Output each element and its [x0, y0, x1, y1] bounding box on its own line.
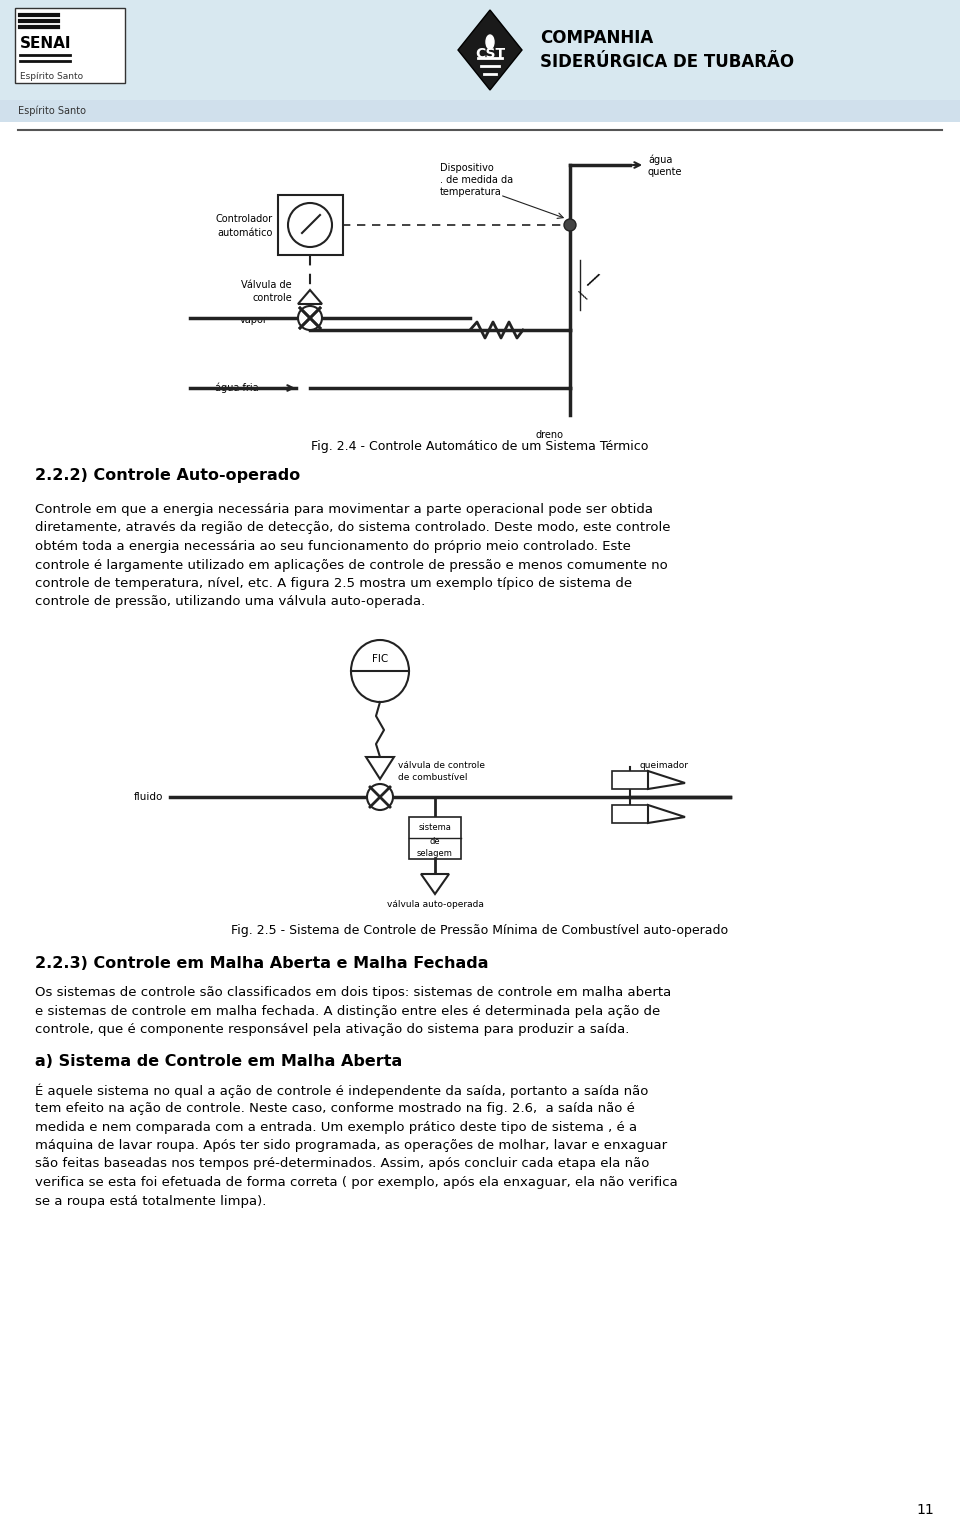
Text: dreno: dreno — [536, 431, 564, 440]
Text: temperatura: temperatura — [440, 188, 502, 197]
Text: válvula auto-operada: válvula auto-operada — [387, 900, 484, 909]
Bar — [278, 195, 343, 255]
Polygon shape — [366, 757, 394, 780]
Circle shape — [288, 203, 332, 248]
Text: Válvula de: Válvula de — [241, 280, 292, 291]
Circle shape — [298, 306, 322, 331]
Text: diretamente, através da região de detecção, do sistema controlado. Deste modo, e: diretamente, através da região de detecç… — [35, 521, 670, 535]
Bar — [0, 0, 960, 100]
Polygon shape — [458, 11, 522, 91]
Text: se a roupa está totalmente limpa).: se a roupa está totalmente limpa). — [35, 1195, 266, 1207]
Polygon shape — [648, 771, 685, 789]
Text: Controlador: Controlador — [216, 214, 273, 225]
Text: controle, que é componente responsável pela ativação do sistema para produzir a : controle, que é componente responsável p… — [35, 1023, 630, 1037]
Text: são feitas baseadas nos tempos pré-determinados. Assim, após concluir cada etapa: são feitas baseadas nos tempos pré-deter… — [35, 1158, 649, 1170]
Text: de combustível: de combustível — [398, 772, 468, 781]
Text: controle é largamente utilizado em aplicações de controle de pressão e menos com: controle é largamente utilizado em aplic… — [35, 558, 668, 572]
Text: vapor: vapor — [240, 315, 268, 325]
Text: fluido: fluido — [133, 792, 163, 801]
Text: máquina de lavar roupa. Após ter sido programada, as operações de molhar, lavar : máquina de lavar roupa. Após ter sido pr… — [35, 1140, 667, 1152]
Text: controle de temperatura, nível, etc. A figura 2.5 mostra um exemplo típico de si: controle de temperatura, nível, etc. A f… — [35, 577, 632, 591]
Bar — [612, 771, 648, 789]
Text: 2.2.3) Controle em Malha Aberta e Malha Fechada: 2.2.3) Controle em Malha Aberta e Malha … — [35, 957, 489, 970]
Text: 2.2.2) Controle Auto-operado: 2.2.2) Controle Auto-operado — [35, 468, 300, 483]
Text: Os sistemas de controle são classificados em dois tipos: sistemas de controle em: Os sistemas de controle são classificado… — [35, 986, 671, 1000]
Text: Dispositivo: Dispositivo — [440, 163, 493, 172]
Text: Espírito Santo: Espírito Santo — [18, 106, 86, 117]
Text: automático: automático — [218, 228, 273, 238]
Circle shape — [367, 784, 393, 811]
Text: tem efeito na ação de controle. Neste caso, conforme mostrado na fig. 2.6,  a sa: tem efeito na ação de controle. Neste ca… — [35, 1103, 635, 1115]
Text: e sistemas de controle em malha fechada. A distinção entre eles é determinada pe: e sistemas de controle em malha fechada.… — [35, 1004, 660, 1018]
Text: sistema: sistema — [419, 823, 451, 832]
Text: válvula de controle: válvula de controle — [398, 760, 485, 769]
Polygon shape — [421, 874, 449, 894]
Text: de: de — [430, 837, 441, 846]
Text: quente: quente — [648, 168, 683, 177]
Polygon shape — [648, 804, 685, 823]
Bar — [15, 8, 125, 83]
Text: FIC: FIC — [372, 654, 388, 664]
Text: queimador: queimador — [640, 760, 689, 769]
Text: Controle em que a energia necessária para movimentar a parte operacional pode se: Controle em que a energia necessária par… — [35, 503, 653, 517]
Bar — [0, 100, 960, 122]
Text: COMPANHIA: COMPANHIA — [540, 29, 653, 48]
Bar — [612, 804, 648, 823]
Text: Espírito Santo: Espírito Santo — [20, 72, 84, 82]
Text: água: água — [648, 155, 672, 165]
Polygon shape — [298, 291, 322, 305]
Ellipse shape — [351, 640, 409, 701]
Text: 11: 11 — [916, 1503, 934, 1516]
Text: controle: controle — [252, 294, 292, 303]
Text: . de medida da: . de medida da — [440, 175, 514, 185]
Text: \: \ — [578, 288, 589, 303]
Text: verifica se esta foi efetuada de forma correta ( por exemplo, após ela enxaguar,: verifica se esta foi efetuada de forma c… — [35, 1177, 678, 1189]
Text: SIDERÚRGICA DE TUBARÃO: SIDERÚRGICA DE TUBARÃO — [540, 52, 794, 71]
Text: É aquele sistema no qual a ação de controle é independente da saída, portanto a : É aquele sistema no qual a ação de contr… — [35, 1083, 648, 1098]
Text: /: / — [585, 271, 600, 289]
Text: controle de pressão, utilizando uma válvula auto-operada.: controle de pressão, utilizando uma válv… — [35, 595, 425, 609]
Bar — [409, 817, 461, 860]
Ellipse shape — [486, 35, 494, 49]
Text: Fig. 2.4 - Controle Automático de um Sistema Térmico: Fig. 2.4 - Controle Automático de um Sis… — [311, 440, 649, 454]
Text: selagem: selagem — [417, 849, 453, 858]
Circle shape — [564, 218, 576, 231]
Text: obtém toda a energia necessária ao seu funcionamento do próprio meio controlado.: obtém toda a energia necessária ao seu f… — [35, 540, 631, 554]
Text: SENAI: SENAI — [20, 35, 71, 51]
Text: CST: CST — [475, 48, 505, 62]
Text: medida e nem comparada com a entrada. Um exemplo prático deste tipo de sistema ,: medida e nem comparada com a entrada. Um… — [35, 1121, 637, 1134]
Text: a) Sistema de Controle em Malha Aberta: a) Sistema de Controle em Malha Aberta — [35, 1054, 402, 1069]
Text: Fig. 2.5 - Sistema de Controle de Pressão Mínima de Combustível auto-operado: Fig. 2.5 - Sistema de Controle de Pressã… — [231, 924, 729, 937]
Text: água fria: água fria — [215, 383, 258, 394]
